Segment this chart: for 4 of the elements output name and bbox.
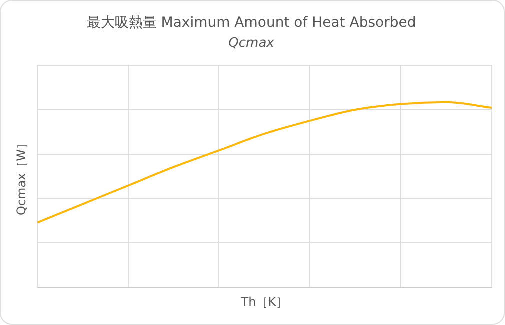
chart-subtitle: Qcmax (228, 36, 275, 51)
y-axis-title: Qcmax［W］ (14, 137, 28, 216)
chart-title: 最大吸熱量 Maximum Amount of Heat Absorbed (86, 15, 416, 32)
x-axis-title: Th［K］ (240, 294, 288, 309)
